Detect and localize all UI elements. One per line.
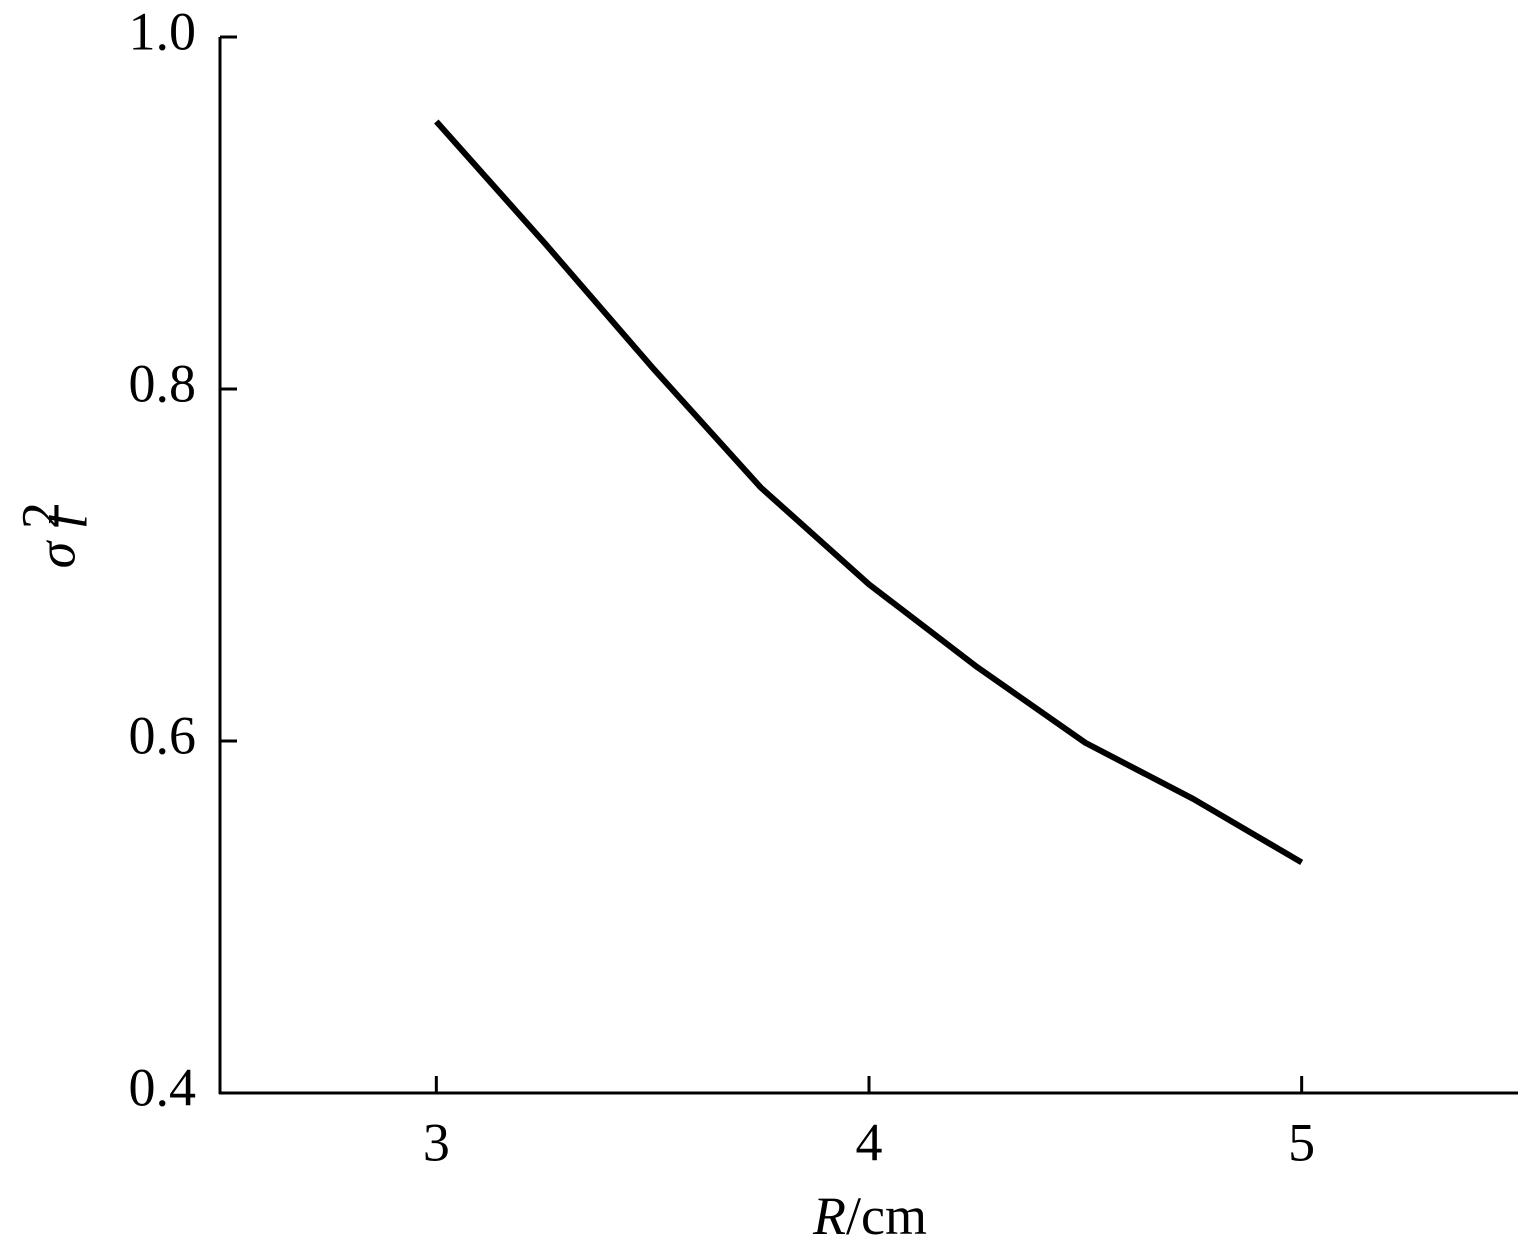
y-tick-label: 0.6 (129, 705, 197, 765)
y-axis-label: σ l 2 (10, 502, 98, 568)
x-label-unit: /cm (846, 1186, 927, 1246)
y-tick-label: 0.8 (129, 353, 197, 413)
x-tick-label: 4 (856, 1112, 883, 1172)
x-tick-label: 3 (423, 1112, 450, 1172)
y-tick-label: 0.4 (129, 1057, 197, 1117)
y-label-sub: l (38, 514, 98, 529)
line-series (434, 119, 1304, 866)
y-tick-label: 1.0 (129, 1, 197, 61)
y-label-sup: 2 (10, 502, 70, 529)
y-label-symbol: σ (26, 539, 86, 568)
x-axis-label: R/cm (812, 1186, 927, 1246)
x-tick-label: 5 (1288, 1112, 1315, 1172)
x-label-var: R (812, 1186, 846, 1246)
